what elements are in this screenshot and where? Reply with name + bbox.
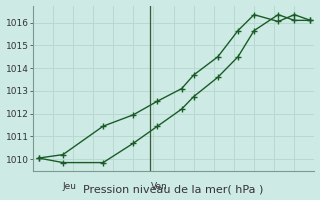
Text: Ven: Ven bbox=[150, 182, 167, 191]
X-axis label: Pression niveau de la mer( hPa ): Pression niveau de la mer( hPa ) bbox=[84, 184, 264, 194]
Text: Jeu: Jeu bbox=[63, 182, 77, 191]
